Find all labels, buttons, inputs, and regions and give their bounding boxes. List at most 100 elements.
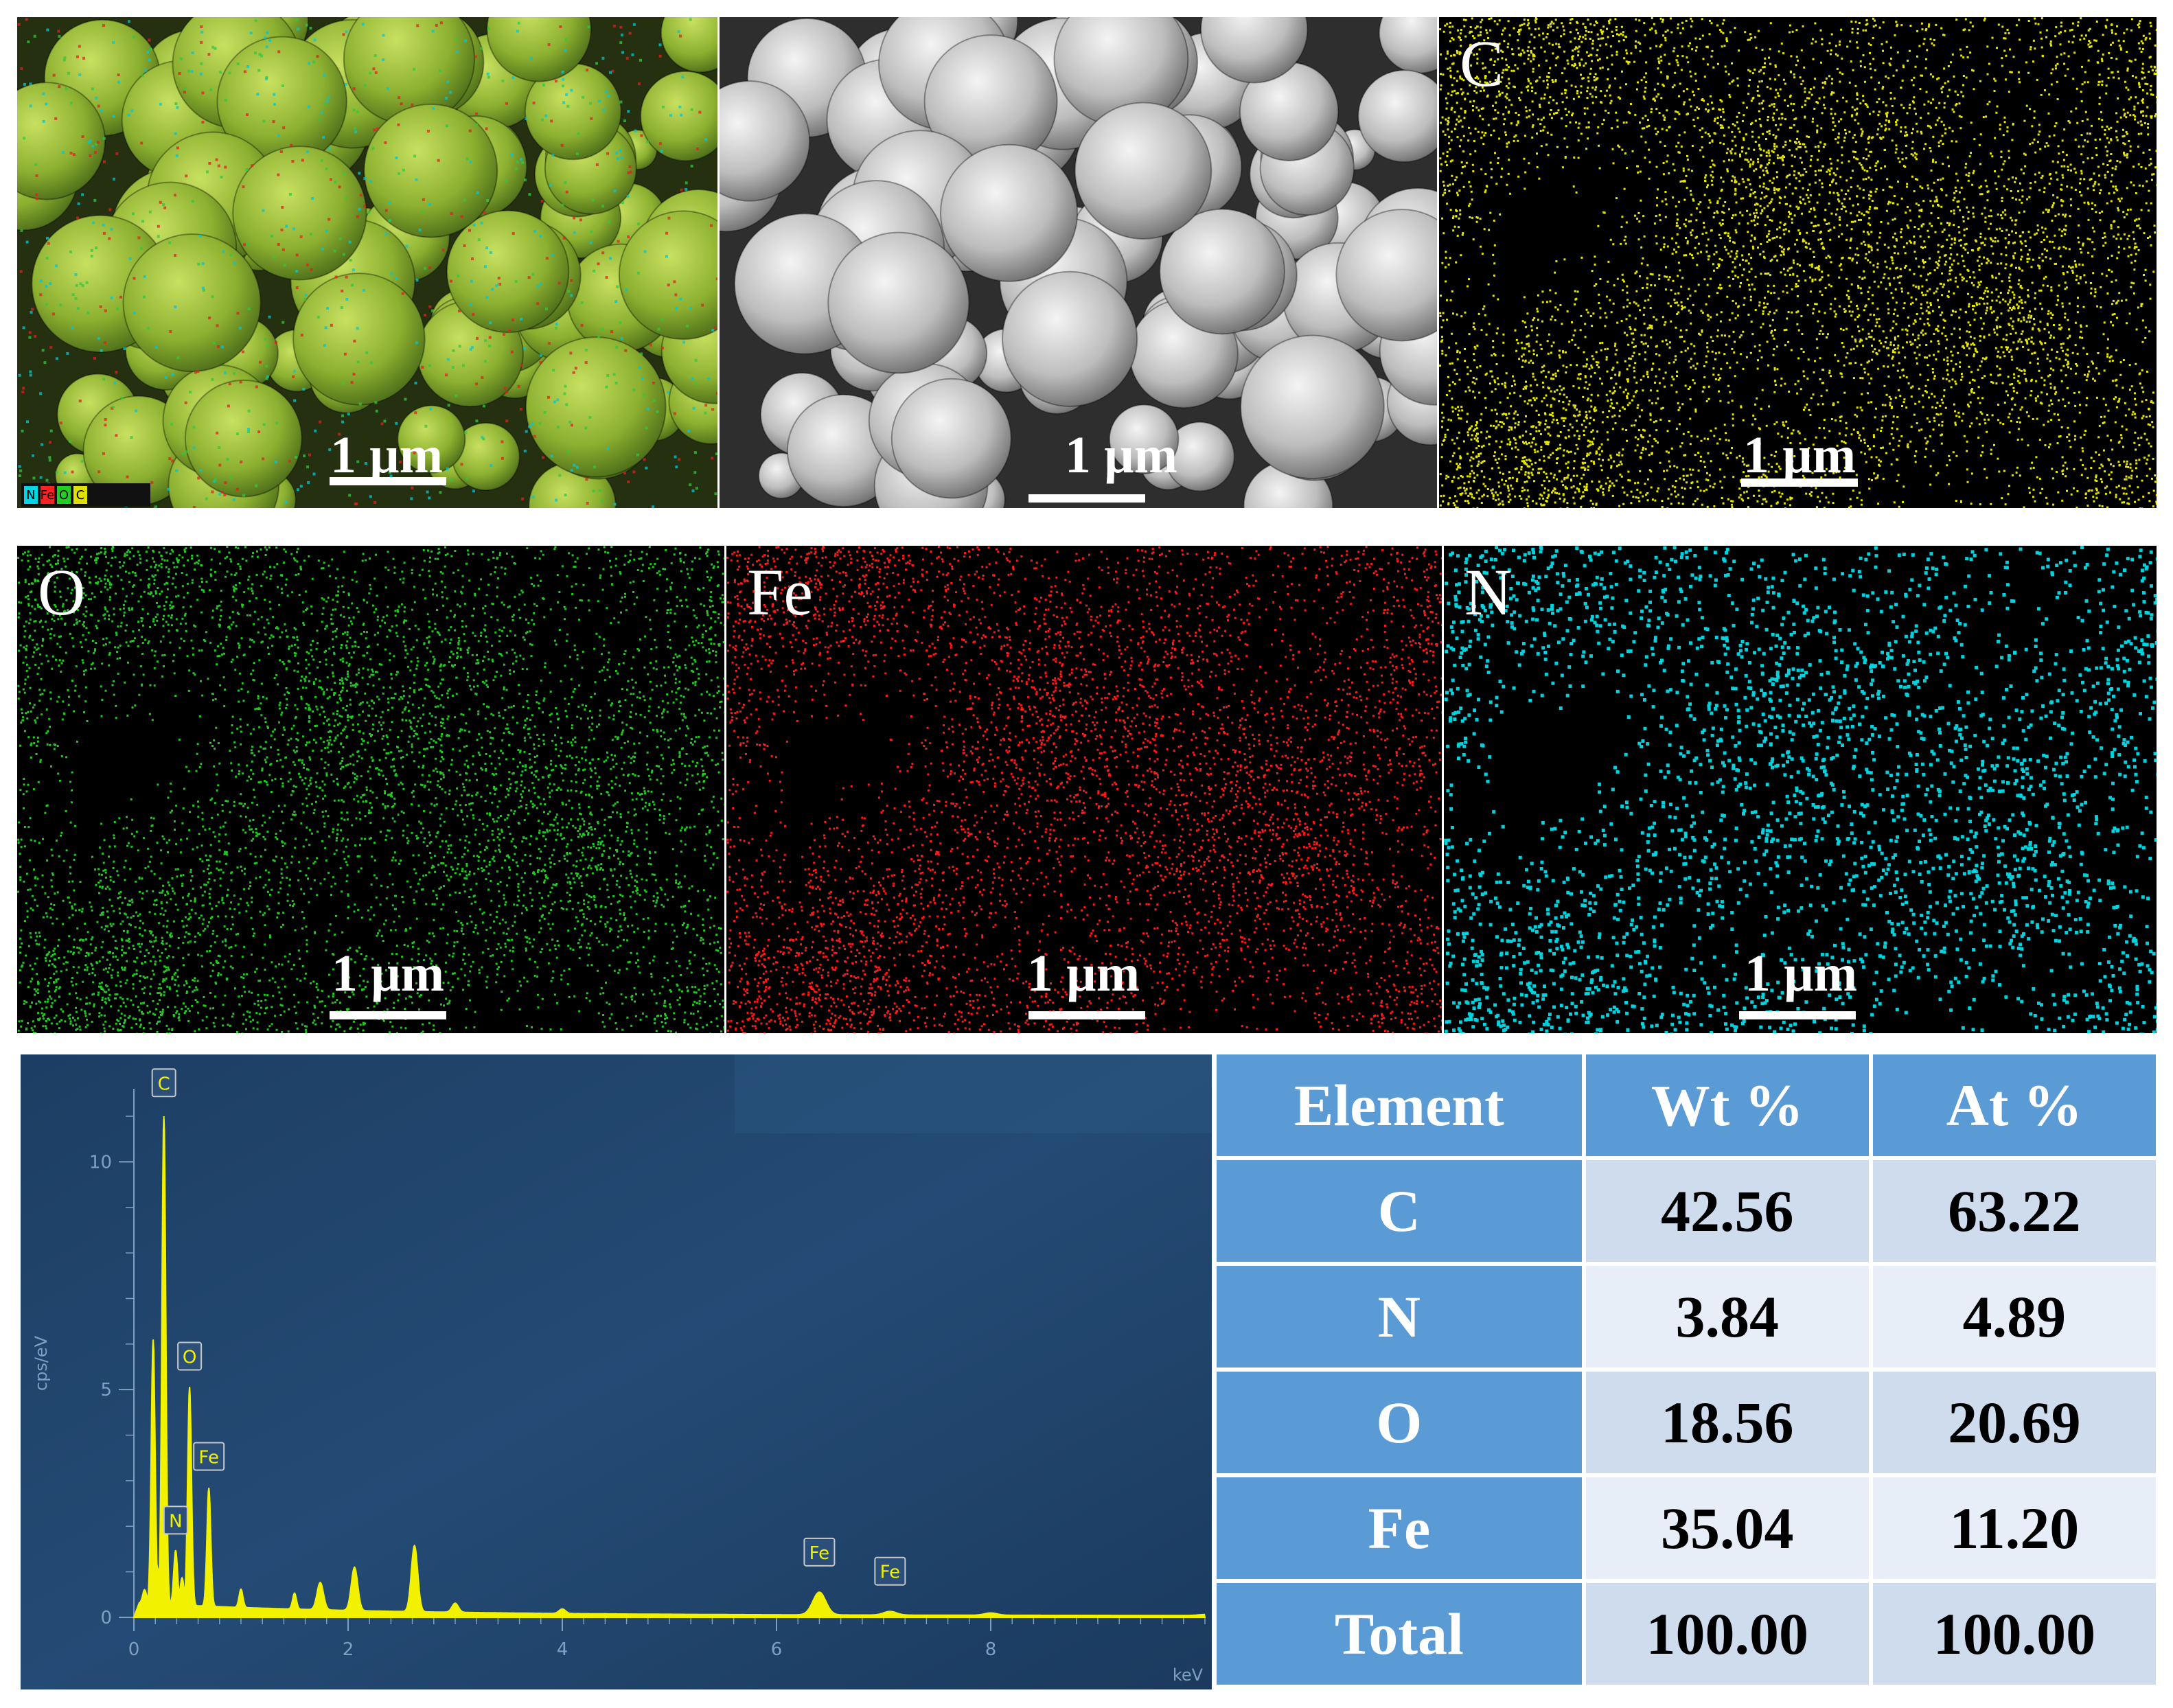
header-wt: Wt % [1585, 1054, 1869, 1156]
sem-image-panel: 1 µm [720, 17, 1437, 508]
particle [525, 336, 667, 478]
particle [1001, 270, 1138, 407]
particle [1074, 102, 1212, 240]
map-background [726, 546, 1442, 1033]
particle [446, 209, 570, 334]
sem-particles-image [720, 17, 1437, 508]
legend-fe: Fe [41, 486, 54, 504]
c-map-panel: C 1 µm [1439, 17, 2157, 508]
spectrum-background [21, 1054, 1212, 1689]
cell-wt: 35.04 [1585, 1477, 1869, 1579]
element-label: N [1464, 555, 1513, 629]
legend-n: N [24, 486, 38, 504]
particle [640, 70, 717, 162]
peak-label: Fe [198, 1447, 219, 1468]
table-row: C 42.56 63.22 [1217, 1160, 2156, 1262]
peak-annotation: C [151, 1068, 176, 1098]
o-map-panel: O 1 µm [17, 546, 724, 1033]
cell-element: O [1217, 1372, 1582, 1473]
element-dots [1444, 546, 2157, 1033]
x-tick-label: 6 [771, 1639, 783, 1660]
particle [939, 143, 1079, 282]
table-row: N 3.84 4.89 [1217, 1266, 2156, 1367]
peak-label: C [158, 1074, 170, 1094]
peak-annotation: Fe [803, 1537, 836, 1567]
y-axis-label: cps/eV [32, 1335, 51, 1391]
peak-annotation: N [163, 1505, 188, 1535]
fe-speckles [17, 18, 717, 508]
particle [720, 80, 811, 202]
particle [1108, 404, 1180, 475]
y-tick-label: 10 [89, 1152, 112, 1173]
cell-at: 20.69 [1872, 1372, 2156, 1473]
fe-map-panel: Fe 1 µm [726, 546, 1442, 1033]
particle [184, 379, 303, 498]
element-label: O [38, 555, 86, 629]
element-label: C [1460, 27, 1504, 100]
x-axis-label: keV [1173, 1665, 1204, 1685]
overlay-map-panel: 1 µm N Fe O C [17, 17, 717, 508]
legend-o: O [57, 486, 71, 504]
header-element: Element [1217, 1054, 1582, 1156]
particle [1159, 208, 1285, 335]
particle [890, 378, 1012, 499]
x-tick-label: 2 [343, 1639, 354, 1660]
peak-label: O [183, 1347, 196, 1367]
particle [1335, 209, 1437, 342]
peak-label: N [169, 1511, 182, 1532]
particle [1240, 334, 1385, 480]
n-element-map [1444, 546, 2157, 1033]
cell-at: 100.00 [1872, 1583, 2156, 1685]
peak-annotation: Fe [193, 1442, 225, 1471]
x-tick-label: 8 [985, 1639, 997, 1660]
cell-at: 11.20 [1872, 1477, 2156, 1579]
cell-element: Total [1217, 1583, 1582, 1685]
peak-annotation: Fe [874, 1556, 906, 1586]
cell-element: C [1217, 1160, 1582, 1262]
x-tick-label: 4 [557, 1639, 568, 1660]
map-background [17, 546, 724, 1033]
table-row: Total 100.00 100.00 [1217, 1583, 2156, 1685]
n-map-panel: N 1 µm [1444, 546, 2157, 1033]
particle [827, 231, 970, 374]
overlay-particles-image [17, 17, 717, 508]
cell-at: 4.89 [1872, 1266, 2156, 1367]
fe-element-map [726, 546, 1442, 1033]
element-label: Fe [747, 555, 813, 629]
legend-c: C [73, 486, 87, 504]
y-tick-label: 5 [100, 1380, 112, 1400]
particle [397, 404, 466, 474]
cell-element: Fe [1217, 1477, 1582, 1579]
o-element-map [17, 546, 724, 1033]
y-tick-label: 0 [100, 1608, 112, 1628]
c-element-map [1439, 17, 2157, 508]
particle [292, 273, 426, 406]
header-at: At % [1872, 1054, 2156, 1156]
particle [618, 210, 717, 341]
cell-wt: 42.56 [1585, 1160, 1869, 1262]
spectrum-curve [133, 1116, 1206, 1618]
table-row: O 18.56 20.69 [1217, 1372, 2156, 1473]
eds-composition-table: Element Wt % At % C 42.56 63.22 N 3.84 4… [1212, 1050, 2160, 1689]
particle [122, 233, 262, 373]
map-background [1439, 17, 2157, 508]
peak-annotation: O [177, 1341, 203, 1371]
cell-element: N [1217, 1266, 1582, 1367]
map-background [1444, 546, 2157, 1033]
element-legend: N Fe O C [21, 483, 150, 507]
cell-at: 63.22 [1872, 1160, 2156, 1262]
x-tick-label: 0 [128, 1639, 140, 1660]
cell-wt: 3.84 [1585, 1266, 1869, 1367]
particle [17, 82, 106, 200]
particle [232, 146, 367, 281]
particle [486, 17, 592, 82]
particle [363, 103, 498, 238]
peak-label: Fe [880, 1562, 901, 1583]
spectrum-background-band [735, 1054, 1212, 1133]
peak-label: Fe [809, 1543, 830, 1564]
eds-spectrum-chart: 0 2 4 6 8 0 5 10 C O Fe N Fe Fe cps/eV keV [21, 1054, 1212, 1689]
cell-wt: 100.00 [1585, 1583, 1869, 1685]
table-row: Fe 35.04 11.20 [1217, 1477, 2156, 1579]
particle [660, 17, 717, 73]
cell-wt: 18.56 [1585, 1372, 1869, 1473]
